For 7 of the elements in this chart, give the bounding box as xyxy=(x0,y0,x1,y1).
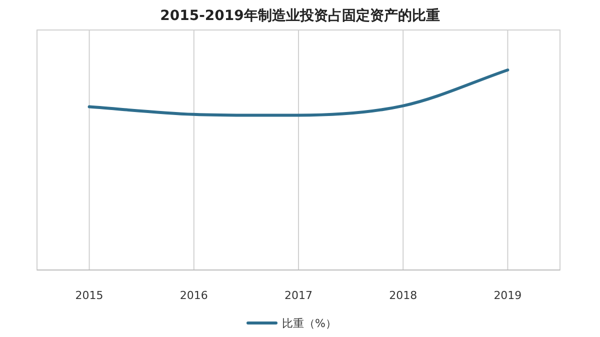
x-tick-label: 2016 xyxy=(180,289,208,302)
x-tick-label: 2017 xyxy=(284,289,312,302)
x-tick-label: 2018 xyxy=(389,289,418,302)
chart-title: 2015-2019年制造业投资占固定资产的比重 xyxy=(160,7,440,24)
x-tick-label: 2019 xyxy=(494,289,522,302)
x-tick-label: 2015 xyxy=(75,289,104,302)
legend-label: 比重（%） xyxy=(282,317,336,330)
